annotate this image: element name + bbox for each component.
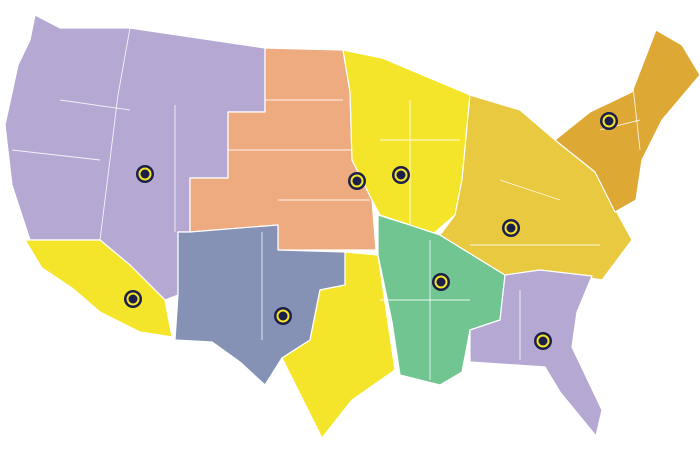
region-texas-east <box>281 251 396 439</box>
location-target-icon[interactable] <box>502 219 520 237</box>
location-target-icon[interactable] <box>124 290 142 308</box>
location-target-icon[interactable] <box>136 165 154 183</box>
region-northeast <box>554 29 700 213</box>
region-socal-arizona <box>24 239 173 338</box>
location-target-icon[interactable] <box>432 273 450 291</box>
location-target-icon[interactable] <box>274 307 292 325</box>
markers-layer <box>124 112 618 350</box>
location-target-icon[interactable] <box>348 172 366 190</box>
state-border-line <box>11 149 101 161</box>
state-border-line <box>59 99 131 111</box>
location-target-icon[interactable] <box>534 332 552 350</box>
location-target-icon[interactable] <box>392 166 410 184</box>
region-southeast <box>469 269 603 437</box>
location-target-icon[interactable] <box>600 112 618 130</box>
state-border-line <box>629 59 641 151</box>
regions-layer <box>4 14 700 439</box>
state-border-line <box>99 27 131 241</box>
state-border-line <box>499 179 561 201</box>
